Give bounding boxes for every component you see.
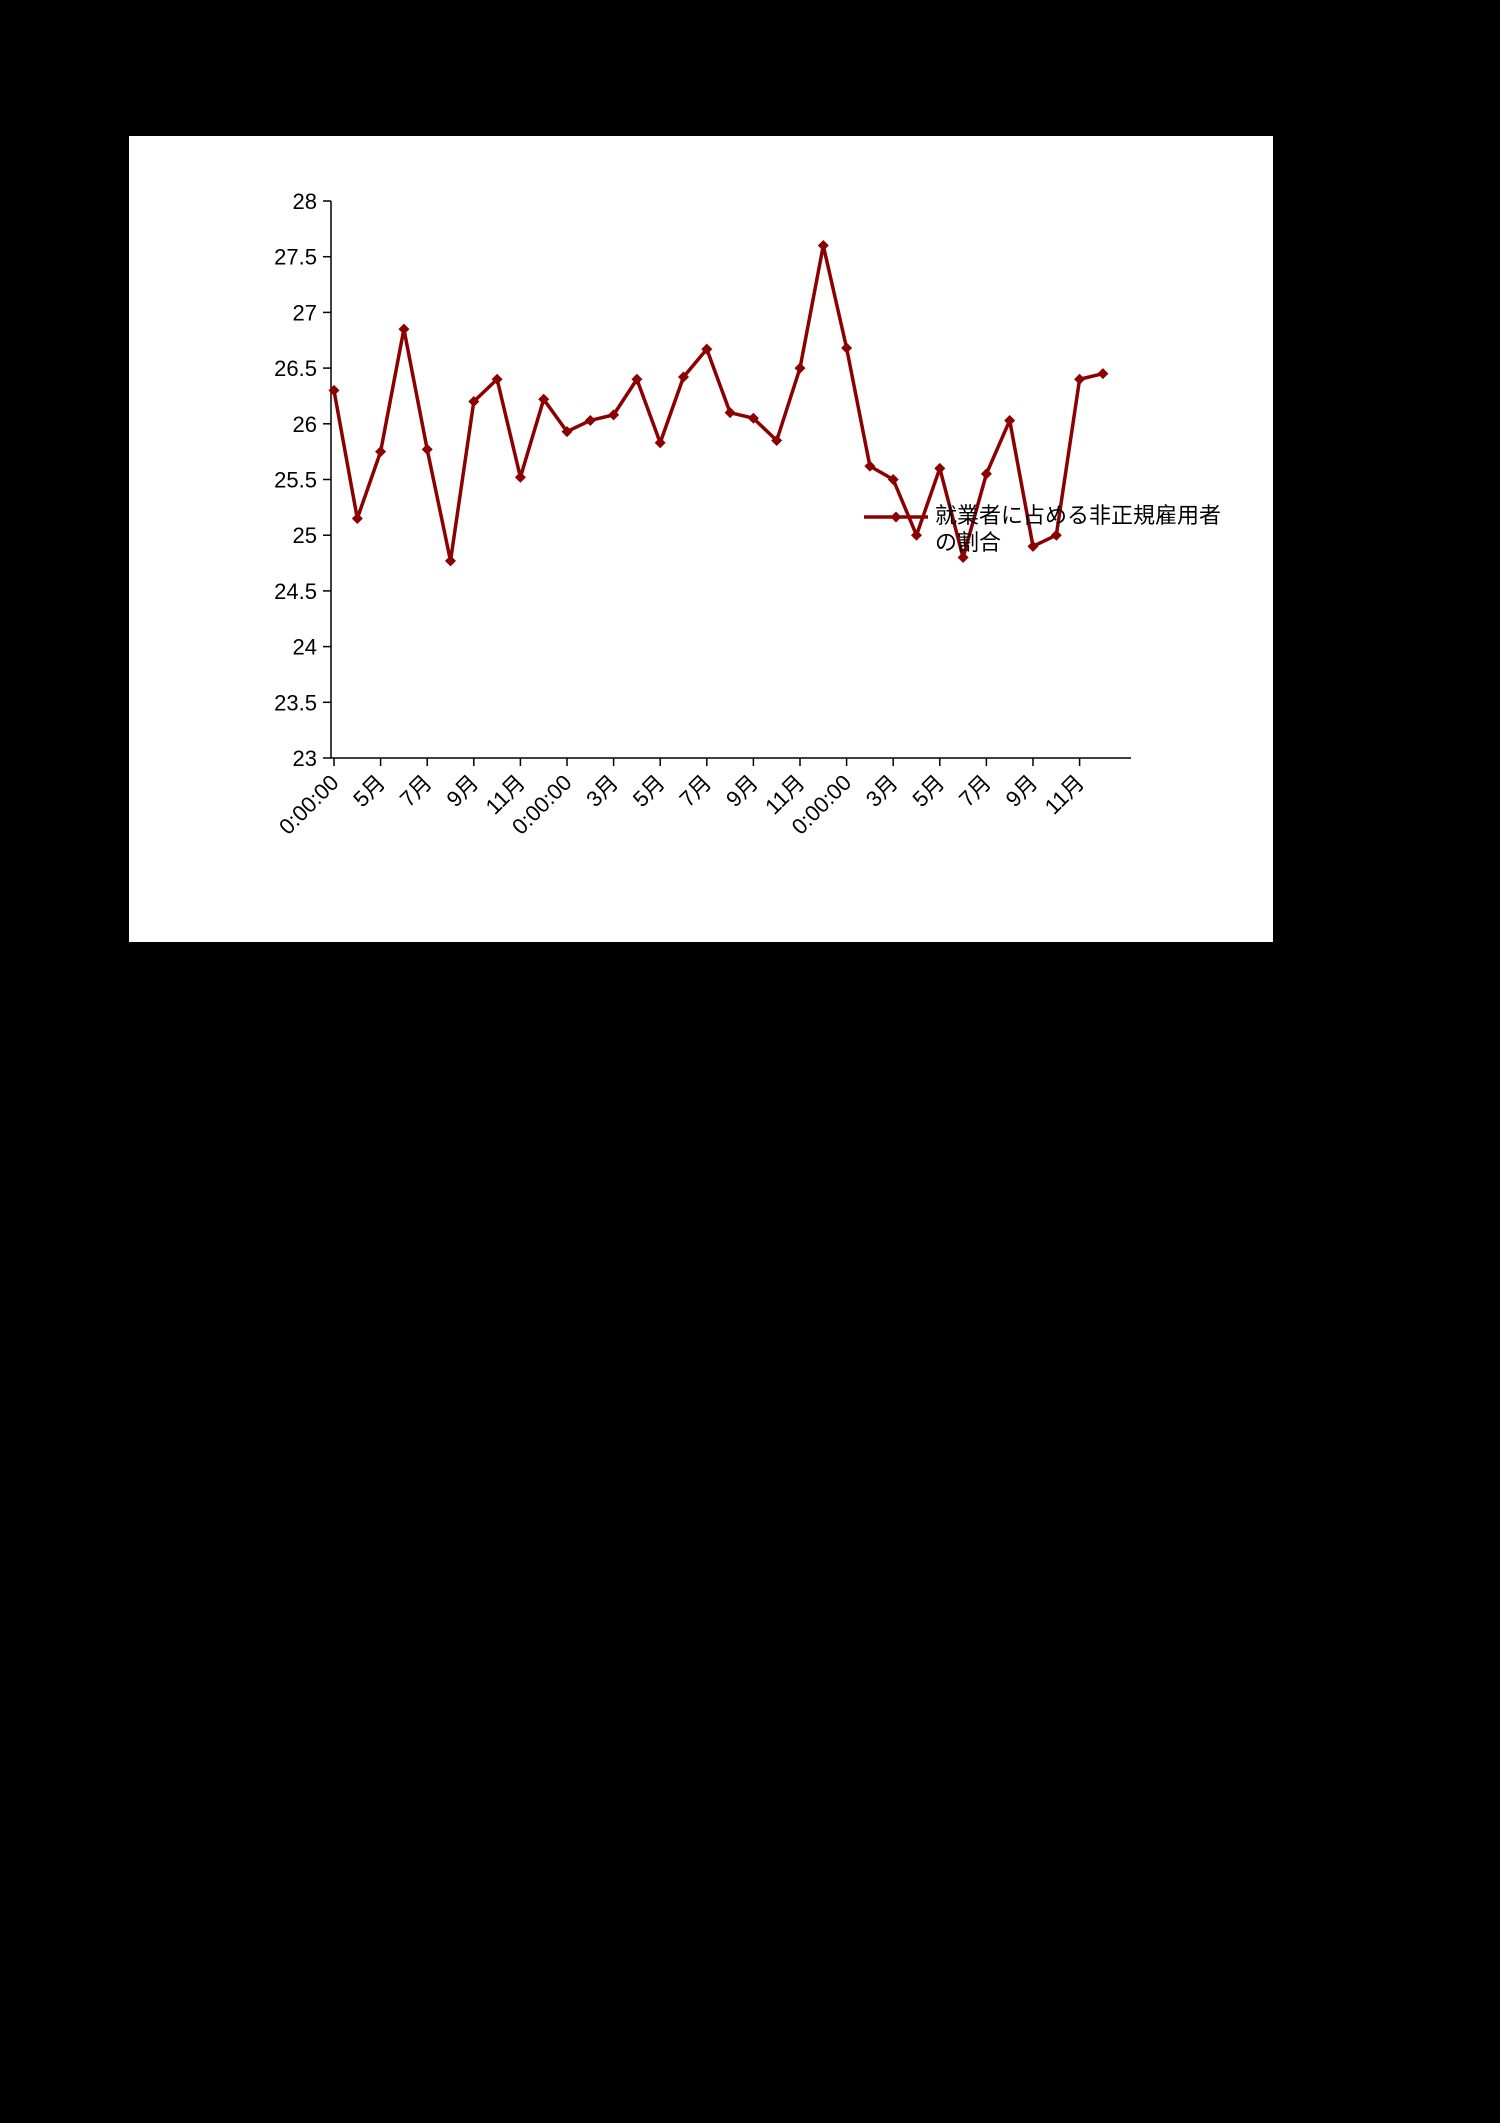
data-point-marker <box>561 426 573 438</box>
x-axis-label: 7月 <box>395 770 437 812</box>
x-axis-label: 9月 <box>1001 770 1043 812</box>
data-point-marker <box>678 371 689 383</box>
chart-area: 28 27.5 27 26.5 26 25.5 25 24.5 24 23.5 23 0:00:00 5… <box>129 136 1273 942</box>
y-axis-label: 28 <box>293 189 317 214</box>
y-axis-label: 24 <box>293 635 317 660</box>
data-point-marker <box>1074 373 1086 385</box>
data-point-marker <box>514 471 526 483</box>
y-axis-label: 23.5 <box>274 690 317 715</box>
y-axis-label: 23 <box>293 746 317 771</box>
data-point-marker <box>957 551 969 563</box>
data-point-marker <box>398 323 410 335</box>
x-axis-label: 3月 <box>581 770 623 812</box>
legend-label-line1: 就業者に占める非正規雇用者 <box>935 503 1222 528</box>
x-axis-label: 0:00:00 <box>274 770 344 840</box>
data-point-marker <box>468 396 480 408</box>
y-axis-label: 26 <box>293 412 317 437</box>
data-point-marker <box>794 362 806 374</box>
x-axis-label: 7月 <box>674 770 716 812</box>
data-point-marker <box>351 512 363 524</box>
data-point-marker <box>817 240 829 252</box>
legend-series-marker-icon <box>890 511 902 523</box>
x-axis-label: 11月 <box>1040 770 1089 819</box>
data-point-marker <box>864 460 876 472</box>
data-point-marker <box>701 343 713 355</box>
legend-label-line2: の割合 <box>935 530 1002 555</box>
data-point-marker <box>421 443 433 455</box>
legend-key <box>864 511 928 523</box>
legend-label: 就業者に占める非正規雇用者 の割合 <box>935 502 1221 556</box>
data-point-marker <box>747 412 759 424</box>
y-axis-label: 27.5 <box>274 245 317 270</box>
data-point-marker <box>841 342 853 354</box>
y-axis-label: 25 <box>293 523 317 548</box>
data-point-marker <box>375 446 387 458</box>
x-axis-label: 9月 <box>441 770 483 812</box>
series-line <box>332 243 1104 563</box>
y-axis-label: 24.5 <box>274 579 317 604</box>
data-point-marker <box>631 373 643 385</box>
data-point-marker <box>771 435 783 447</box>
data-point-marker <box>584 414 596 426</box>
data-point-marker <box>887 474 899 485</box>
data-point-marker <box>491 373 503 385</box>
x-axis-label: 7月 <box>954 770 996 812</box>
data-point-marker <box>934 462 946 474</box>
data-point-marker <box>654 437 666 449</box>
x-axis-label: 3月 <box>861 770 903 812</box>
legend: 就業者に占める非正規雇用者 の割合 <box>862 502 1221 556</box>
y-axis-label: 26.5 <box>274 356 317 381</box>
data-point-marker <box>445 555 456 567</box>
data-point-marker <box>1097 368 1109 380</box>
x-axis-label: 5月 <box>628 770 670 812</box>
y-axis-label: 27 <box>293 300 317 325</box>
data-point-marker <box>1050 529 1062 541</box>
data-point-marker <box>608 409 620 421</box>
y-axis-label: 25.5 <box>274 468 317 493</box>
data-point-marker <box>980 468 992 480</box>
data-point-marker <box>328 384 340 396</box>
data-point-marker <box>538 393 550 405</box>
data-point-marker <box>911 529 922 541</box>
x-axis-label: 5月 <box>348 770 390 812</box>
data-point-marker <box>724 407 736 419</box>
data-point-marker <box>1027 540 1039 552</box>
x-axis-label: 5月 <box>907 770 949 812</box>
data-point-marker <box>1004 414 1016 426</box>
x-axis-label: 9月 <box>721 770 763 812</box>
